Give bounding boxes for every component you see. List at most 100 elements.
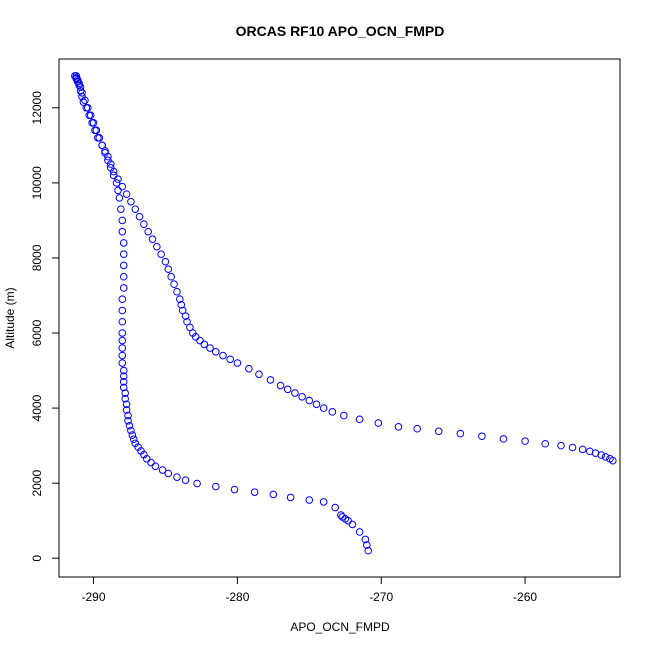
- data-point: [119, 250, 128, 258]
- data-point: [434, 427, 443, 436]
- y-axis-label: Altitude (m): [3, 287, 17, 348]
- data-point: [158, 466, 167, 474]
- data-point: [255, 370, 263, 379]
- x-tick-label: -260: [513, 590, 537, 604]
- data-point: [118, 216, 127, 225]
- x-tick-label: -290: [82, 590, 106, 604]
- y-tick-label: 2000: [30, 469, 44, 496]
- data-point: [176, 295, 184, 304]
- data-point: [78, 88, 86, 97]
- data-point: [153, 242, 161, 251]
- data-point: [340, 411, 348, 420]
- plot-frame: [58, 58, 621, 578]
- data-point: [119, 272, 128, 281]
- data-point: [557, 441, 565, 450]
- data-point: [112, 179, 121, 187]
- data-point: [283, 385, 292, 394]
- data-point: [104, 152, 112, 161]
- data-point: [109, 171, 118, 180]
- data-point: [115, 194, 124, 202]
- data-point: [140, 220, 148, 228]
- data-point: [118, 336, 127, 345]
- data-point: [124, 417, 132, 425]
- data-point: [601, 453, 610, 461]
- data-point: [114, 175, 122, 183]
- data-point: [88, 119, 96, 127]
- data-point: [94, 134, 102, 142]
- data-point: [196, 336, 204, 345]
- data-point: [177, 301, 186, 309]
- data-point: [363, 541, 371, 549]
- data-point: [85, 111, 94, 120]
- data-point: [456, 429, 465, 438]
- data-point: [193, 479, 201, 488]
- data-point: [157, 250, 165, 258]
- data-point: [609, 456, 617, 465]
- data-point: [276, 381, 285, 390]
- data-point: [151, 462, 160, 471]
- data-point: [131, 205, 140, 213]
- data-point: [164, 469, 173, 478]
- data-point: [211, 482, 220, 491]
- data-point: [291, 389, 299, 397]
- data-point: [286, 493, 295, 502]
- chart-title: ORCAS RF10 APO_OCN_FMPD: [236, 23, 445, 39]
- data-point: [499, 435, 508, 443]
- data-point: [118, 351, 127, 360]
- y-tick-label: 0: [30, 555, 44, 562]
- data-point: [211, 347, 220, 356]
- data-point: [119, 239, 128, 247]
- x-tick-label: -280: [225, 590, 249, 604]
- data-point: [118, 295, 127, 304]
- data-point: [130, 435, 138, 444]
- data-point: [118, 344, 127, 352]
- data-point: [597, 451, 606, 459]
- data-point: [233, 359, 242, 367]
- data-point: [119, 383, 128, 392]
- data-point: [122, 190, 131, 198]
- data-point: [118, 359, 127, 367]
- data-point: [118, 306, 127, 315]
- data-point: [173, 473, 181, 481]
- data-point: [118, 329, 127, 337]
- data-point: [319, 404, 328, 412]
- data-point: [106, 160, 115, 168]
- data-point: [355, 415, 364, 424]
- y-tick-label: 10000: [30, 166, 44, 200]
- data-point: [364, 546, 373, 555]
- data-point: [394, 423, 403, 431]
- data-point: [206, 344, 214, 352]
- data-point: [125, 421, 134, 430]
- x-axis-label: APO_OCN_FMPD: [290, 620, 390, 634]
- data-point: [117, 205, 125, 213]
- data-point: [181, 476, 190, 484]
- data-point: [578, 445, 587, 454]
- data-point: [266, 376, 275, 384]
- data-point: [355, 528, 364, 536]
- y-tick-label: 12000: [30, 91, 44, 125]
- plot-points: [71, 72, 617, 555]
- data-point: [135, 212, 144, 221]
- y-axis: 0 2000 4000 6000 8000 10000 12000: [30, 91, 60, 562]
- data-point: [328, 408, 337, 416]
- data-point: [91, 126, 99, 135]
- data-point: [127, 426, 135, 435]
- data-point: [338, 513, 347, 521]
- y-tick-label: 8000: [30, 244, 44, 271]
- data-point: [161, 257, 170, 266]
- data-point: [167, 272, 175, 281]
- data-point: [361, 535, 370, 544]
- data-point: [119, 372, 128, 380]
- y-tick-label: 4000: [30, 394, 44, 421]
- data-point: [173, 287, 181, 296]
- data-point: [147, 458, 155, 467]
- data-point: [131, 439, 140, 448]
- data-point: [144, 227, 152, 236]
- data-point: [119, 366, 128, 375]
- data-point: [319, 498, 328, 506]
- data-point: [122, 406, 131, 414]
- data-point: [541, 439, 550, 448]
- data-point: [298, 393, 306, 401]
- data-point: [148, 235, 157, 243]
